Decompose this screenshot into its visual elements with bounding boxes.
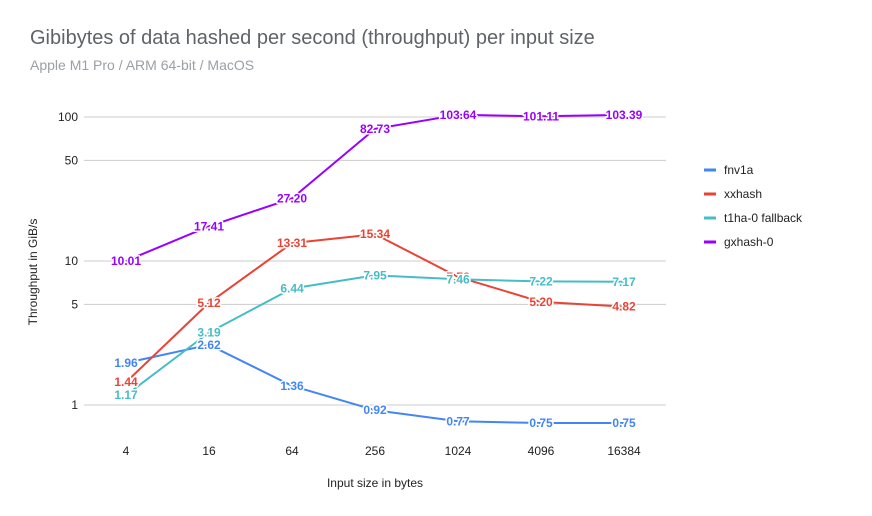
x-tick-label: 4096 (528, 444, 555, 458)
x-tick-label: 16 (202, 444, 216, 458)
data-label: 101.11 (523, 109, 559, 123)
y-axis-title: Throughput in GiB/s (26, 219, 40, 326)
data-label: 5.12 (197, 296, 221, 310)
y-tick-label: 50 (65, 153, 79, 167)
series-line-fnv1a (125, 343, 624, 424)
data-label: 0.75 (612, 416, 636, 430)
data-label: 1.36 (280, 379, 304, 393)
x-tick-label: 16384 (607, 444, 641, 458)
legend-label: t1ha-0 fallback (724, 211, 803, 225)
data-label: 7.95 (363, 268, 387, 282)
legend-label: xxhash (724, 187, 762, 201)
y-tick-label: 1 (71, 398, 78, 412)
data-label: 1.17 (114, 388, 138, 402)
data-label: 0.92 (363, 403, 387, 417)
data-label: 7.46 (446, 272, 470, 286)
x-tick-label: 4 (123, 444, 130, 458)
x-axis-title: Input size in bytes (327, 476, 423, 490)
series-lines (125, 113, 625, 424)
data-label: 0.77 (446, 414, 470, 428)
series-line-t1ha-0-fallback (125, 274, 625, 396)
series-line-gxhash-0 (125, 113, 625, 262)
legend-label: fnv1a (724, 163, 754, 177)
data-label: 13.31 (277, 236, 307, 250)
chart-title: Gibibytes of data hashed per second (thr… (30, 27, 595, 49)
data-label: 82.73 (360, 122, 390, 136)
x-axis-ticks: 4 16 64 256 1024 4096 16384 (123, 444, 641, 458)
series-line-xxhash (125, 233, 625, 383)
data-label: 0.75 (529, 416, 553, 430)
data-label: 17.41 (194, 219, 224, 233)
x-tick-label: 1024 (445, 444, 472, 458)
data-label: 7.76 (446, 270, 470, 284)
x-tick-label: 256 (365, 444, 385, 458)
y-axis-ticks: 1 5 10 50 100 (58, 110, 78, 412)
data-label: 7.17 (612, 275, 636, 289)
legend-label: gxhash-0 (724, 235, 774, 249)
data-label: 4.82 (612, 300, 636, 314)
data-label: 27.20 (277, 191, 307, 205)
data-label: 1.44 (114, 375, 138, 389)
data-labels: 1.96 2.62 1.36 0.92 0.77 0.75 0.75 1.44 5.12 13.3… (109, 106, 644, 431)
data-label: 3.19 (197, 325, 221, 339)
y-tick-label: 5 (71, 297, 78, 311)
data-label: 6.44 (280, 282, 304, 296)
data-label: 10.01 (111, 254, 141, 268)
data-label: 2.62 (197, 338, 221, 352)
y-tick-label: 100 (58, 110, 78, 124)
chart-subtitle: Apple M1 Pro / ARM 64-bit / MacOS (30, 57, 255, 73)
data-label: 103.39 (606, 108, 643, 122)
legend: fnv1a xxhash t1ha-0 fallback gxhash-0 (704, 163, 803, 249)
data-label: 103.64 (440, 108, 477, 122)
data-label: 7.22 (529, 274, 553, 288)
data-label: 15.34 (360, 227, 390, 241)
y-tick-label: 10 (65, 254, 79, 268)
data-label: 1.96 (114, 356, 138, 370)
data-label: 5.20 (529, 295, 553, 309)
x-tick-label: 64 (285, 444, 299, 458)
